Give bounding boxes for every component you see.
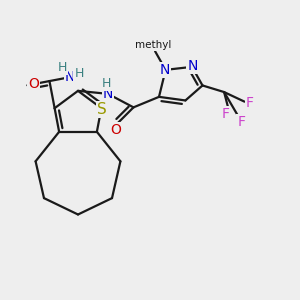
Text: N: N	[65, 70, 75, 84]
Text: methyl: methyl	[134, 40, 171, 50]
Text: F: F	[222, 107, 230, 121]
Text: H: H	[74, 68, 84, 80]
Text: F: F	[238, 115, 245, 129]
Text: methyl: methyl	[135, 41, 172, 51]
Text: H: H	[102, 77, 111, 91]
Text: N: N	[160, 63, 170, 77]
Text: N: N	[103, 87, 113, 101]
Text: S: S	[97, 102, 107, 117]
Text: O: O	[110, 123, 121, 137]
Text: F: F	[246, 96, 254, 110]
Text: N: N	[188, 59, 198, 73]
Text: O: O	[28, 77, 39, 91]
Text: H: H	[58, 61, 67, 74]
